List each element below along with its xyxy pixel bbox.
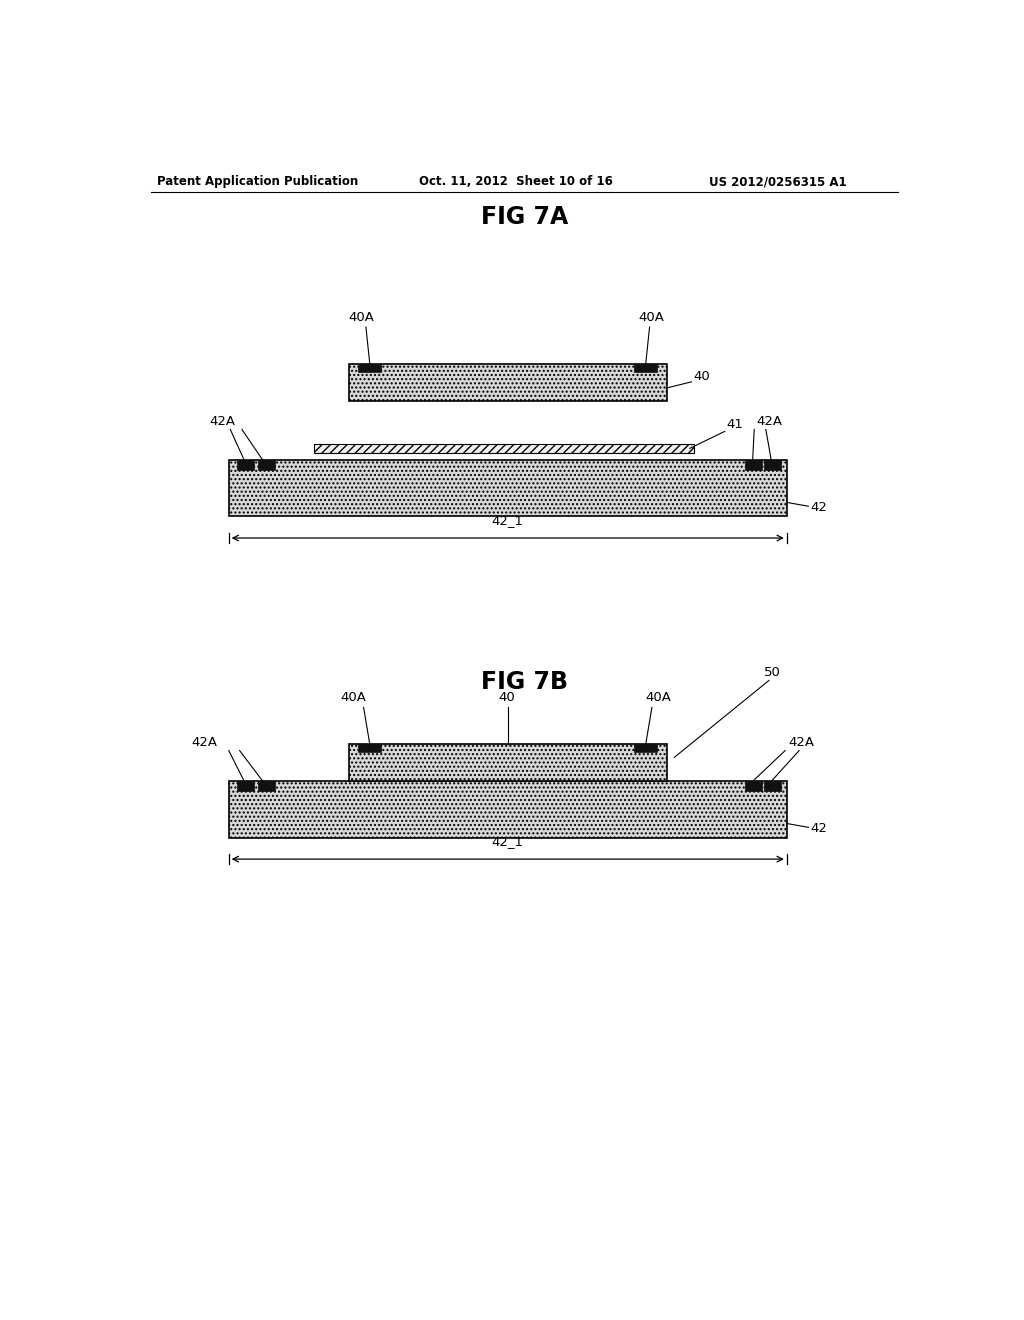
Text: 40A: 40A [340,692,367,705]
Text: 42A: 42A [191,737,217,748]
Bar [634,744,657,752]
Text: 42: 42 [810,822,826,836]
Text: 41: 41 [726,418,743,432]
Text: US 2012/0256315 A1: US 2012/0256315 A1 [710,176,847,189]
Bar [228,461,786,516]
Text: 40A: 40A [646,692,672,705]
Text: 42: 42 [810,502,826,515]
Bar [314,444,693,453]
Text: FIG 7A: FIG 7A [481,205,568,228]
Bar [258,781,275,792]
Bar [764,461,780,470]
Bar [744,781,762,792]
Bar [237,781,254,792]
Bar [228,781,786,838]
Text: 42A: 42A [788,737,814,748]
Bar [358,364,381,372]
Bar [237,461,254,470]
Text: Patent Application Publication: Patent Application Publication [158,176,358,189]
Text: FIG 7B: FIG 7B [481,671,568,694]
Text: 40A: 40A [638,312,664,323]
Bar [349,364,667,401]
Text: 42A: 42A [209,414,236,428]
Text: 50: 50 [764,665,781,678]
Bar [744,461,762,470]
Bar [764,781,780,792]
Text: Oct. 11, 2012  Sheet 10 of 16: Oct. 11, 2012 Sheet 10 of 16 [419,176,612,189]
Bar [349,744,667,781]
Text: 40: 40 [693,371,710,383]
Bar [258,461,275,470]
Text: 42_1: 42_1 [492,515,523,527]
Text: 40A: 40A [348,312,374,323]
Bar [634,364,657,372]
Text: 40: 40 [499,692,515,705]
Text: 42A: 42A [757,414,782,428]
Bar [358,744,381,752]
Text: 42_1: 42_1 [492,836,523,849]
